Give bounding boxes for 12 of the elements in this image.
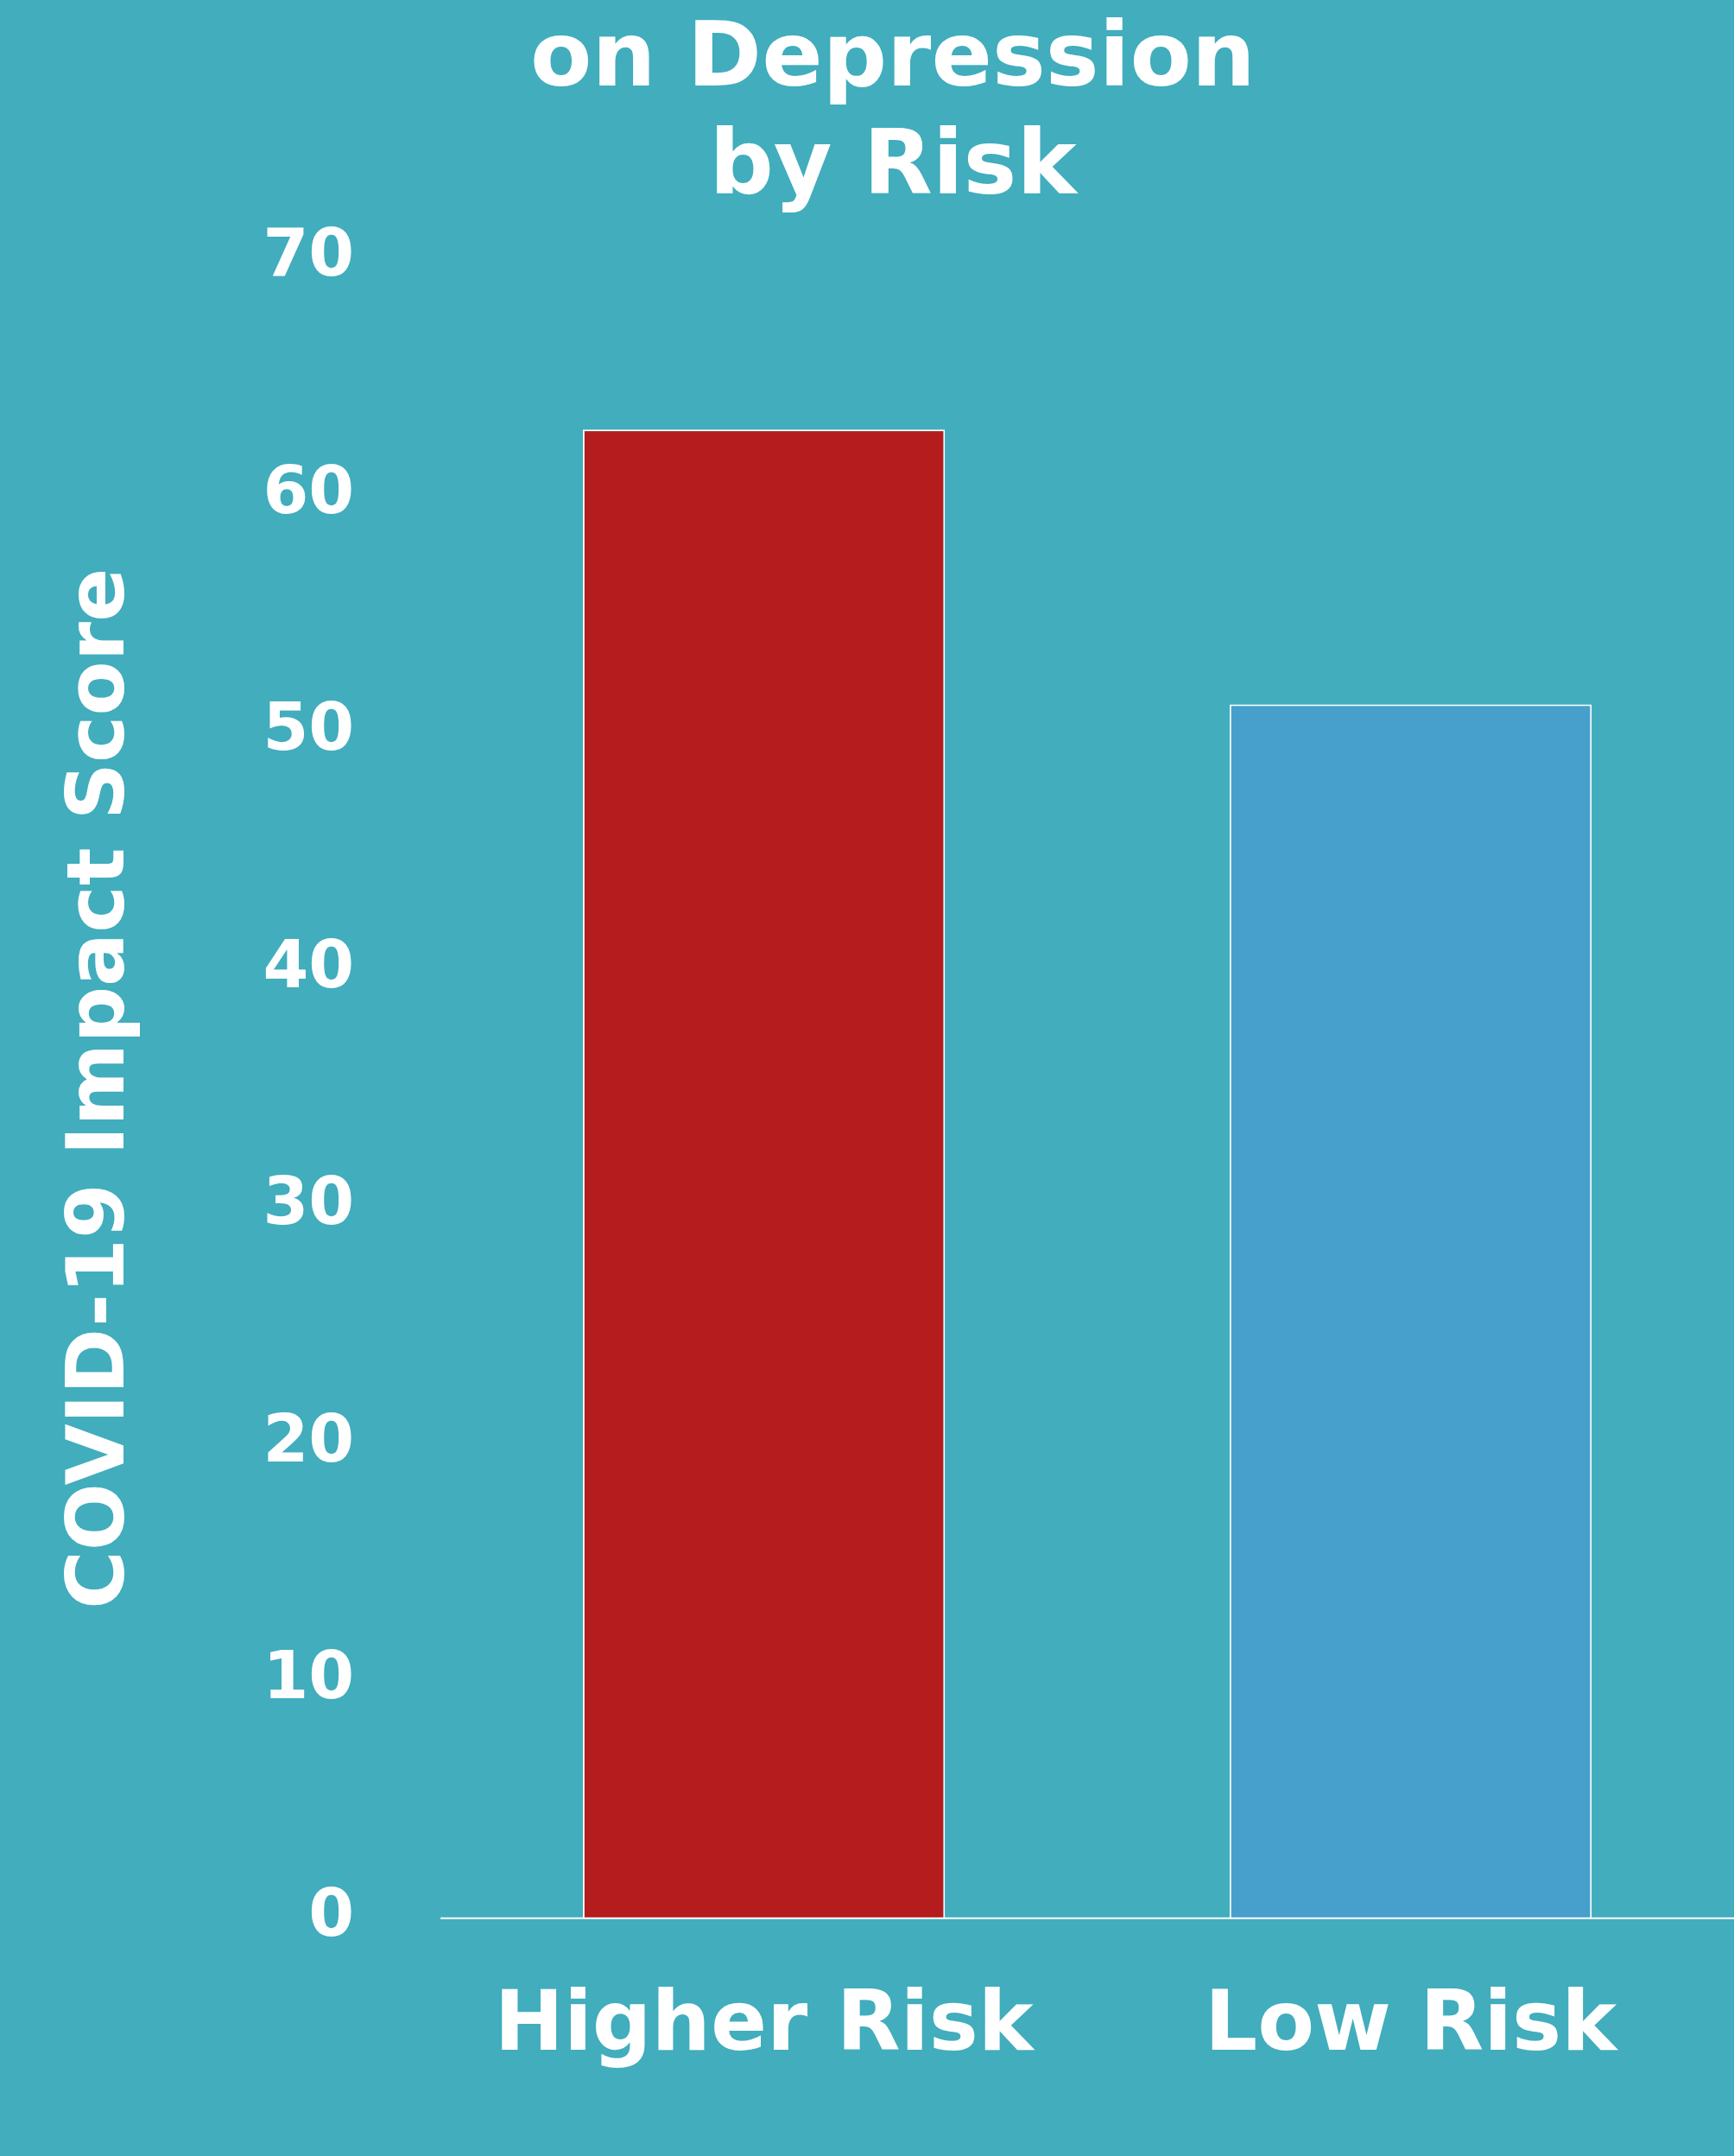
y-tick-label: 40 bbox=[263, 925, 355, 1003]
y-tick-label: 10 bbox=[263, 1637, 355, 1715]
chart-title: on Depression by Risk bbox=[530, 2, 1256, 216]
x-tick-label: Low Risk bbox=[1205, 1973, 1619, 2070]
y-tick-label: 70 bbox=[263, 214, 355, 292]
y-tick-label: 0 bbox=[308, 1874, 355, 1951]
y-tick-label: 20 bbox=[263, 1399, 355, 1477]
y-tick-label: 50 bbox=[263, 688, 355, 766]
y-axis-title: COVID-19 Impact Score bbox=[50, 568, 143, 1609]
x-tick-label: Higher Risk bbox=[494, 1973, 1035, 2070]
y-tick-label: 60 bbox=[263, 451, 355, 529]
y-tick-label: 30 bbox=[263, 1163, 355, 1240]
